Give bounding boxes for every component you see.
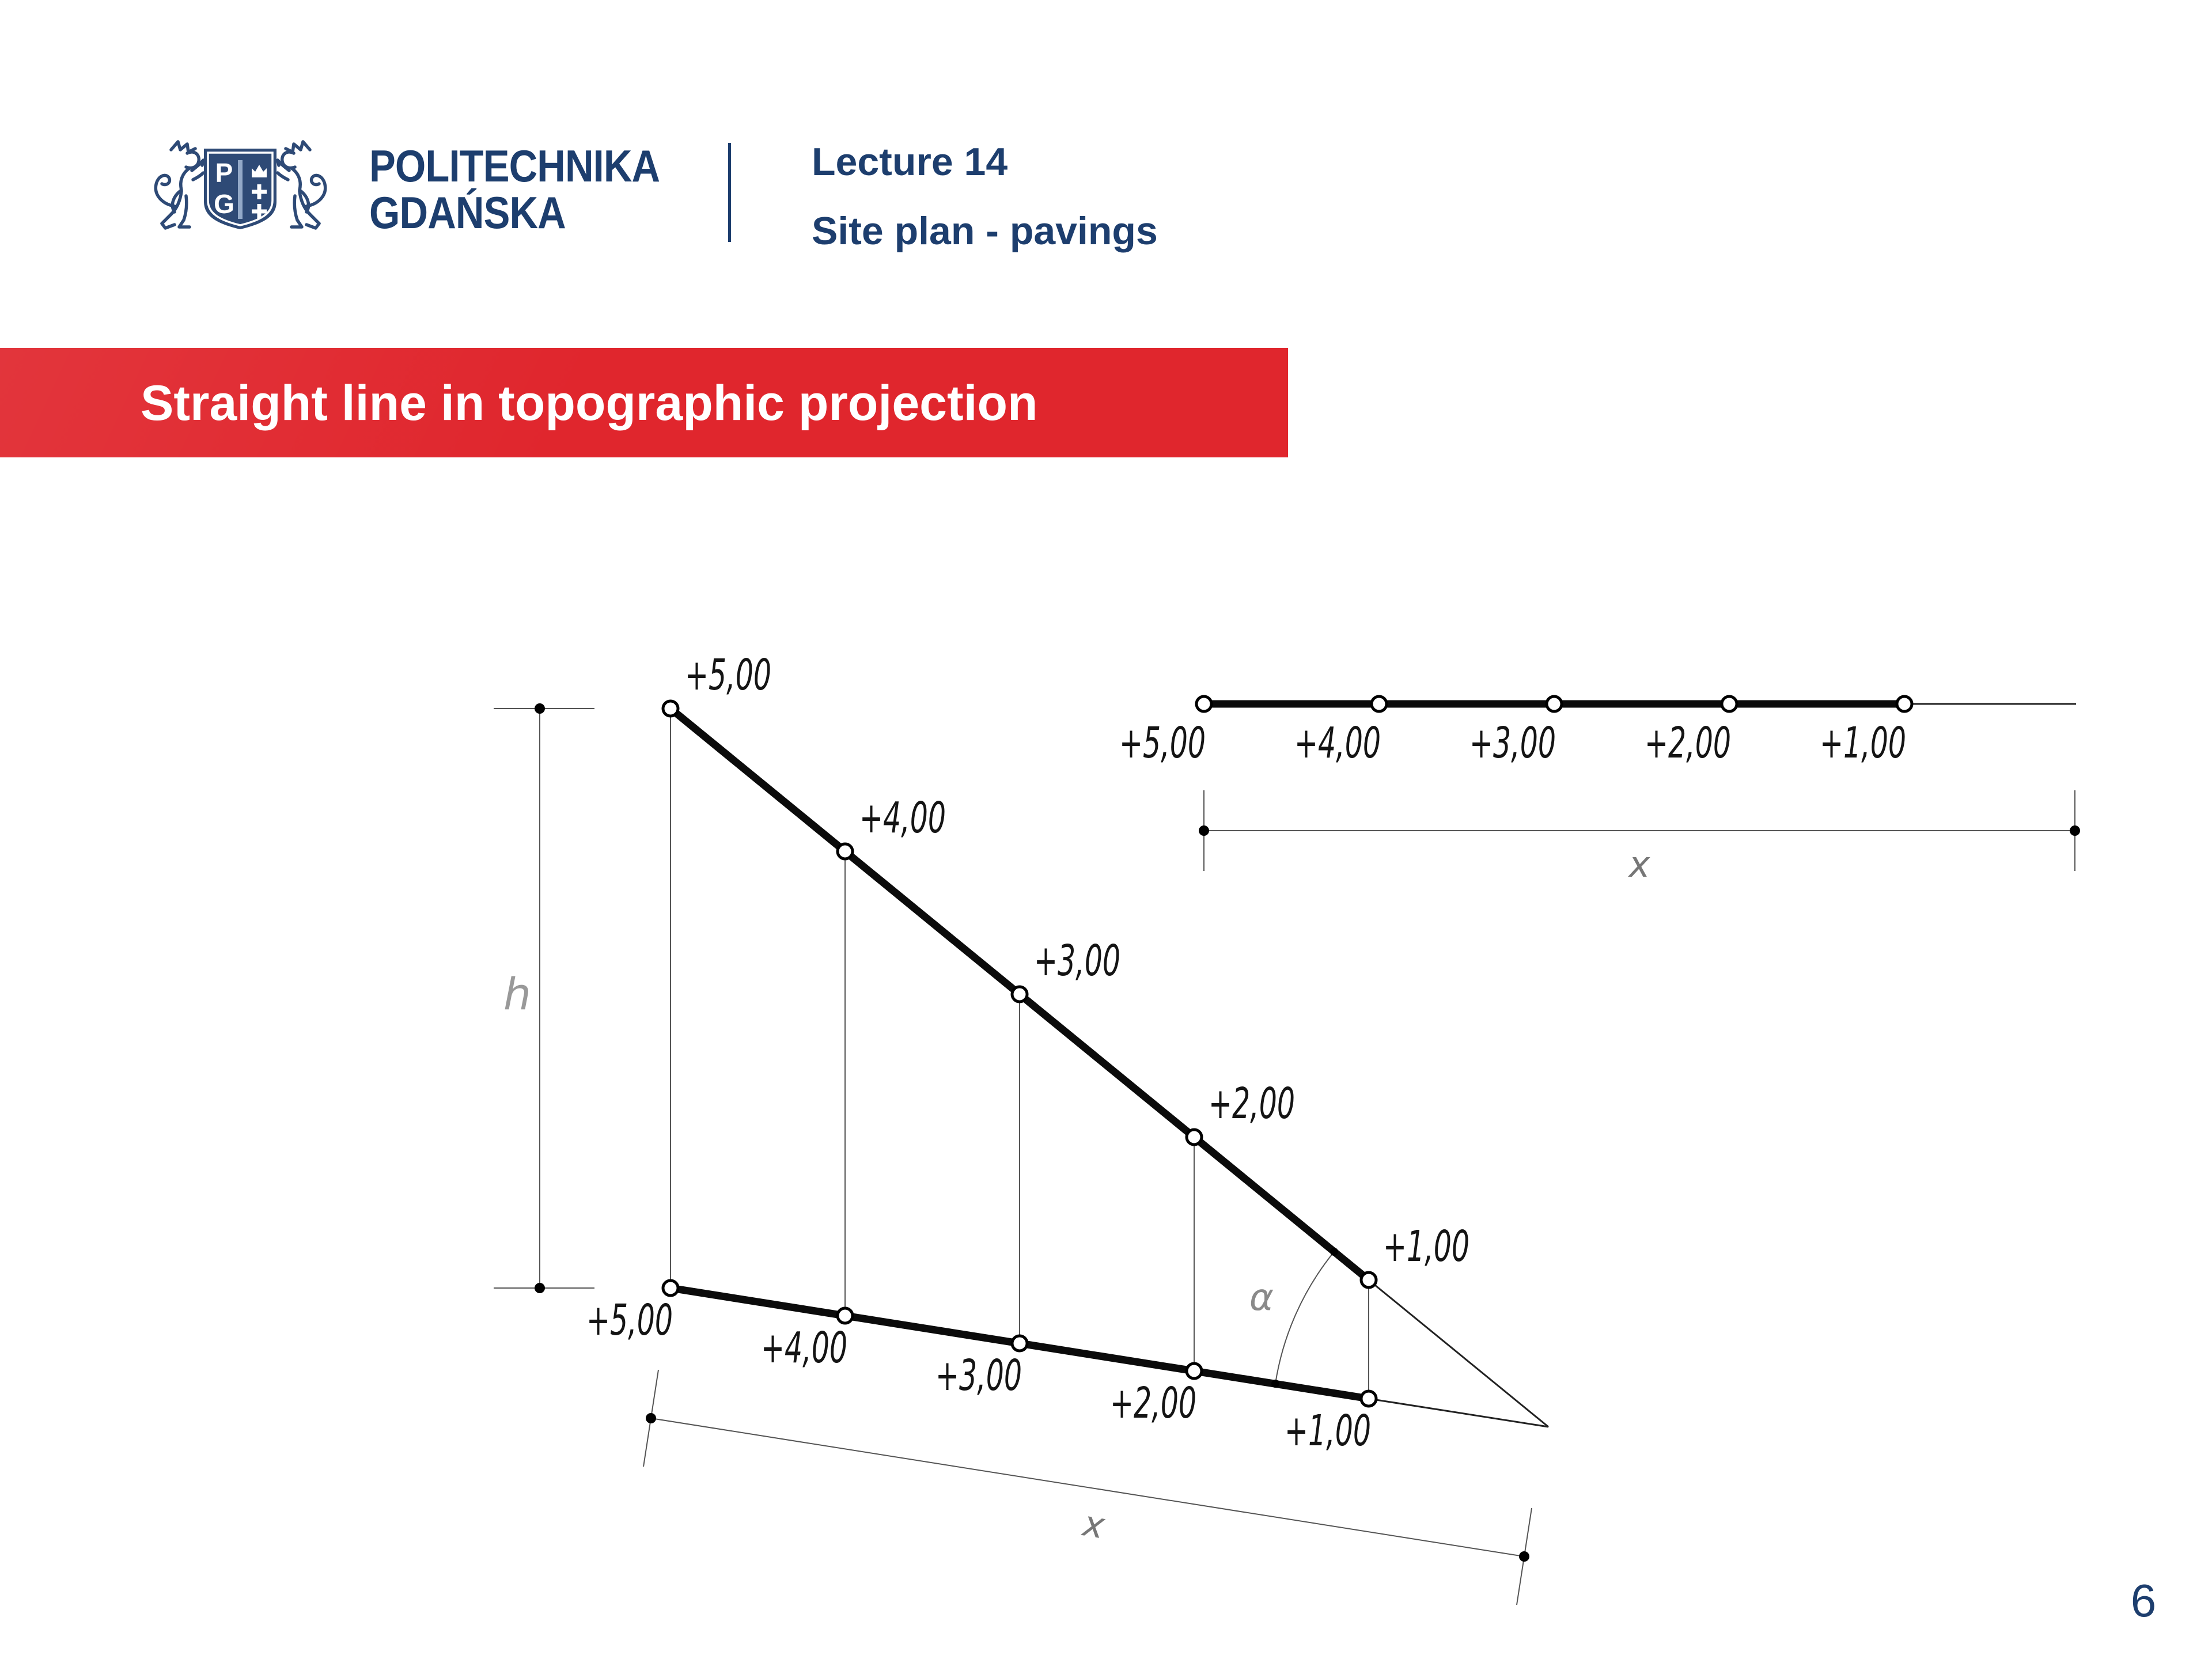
profile-points [661,699,1378,1289]
scale-point [1545,695,1563,713]
plan-point [661,1279,680,1297]
scale-point [1195,695,1213,713]
lecture-number: Lecture 14 [812,140,1008,184]
elevation-label: +1,00 [1820,718,1906,768]
plan-point [1010,1334,1029,1353]
angle-label: α [1249,1277,1274,1319]
slide-title: Straight line in topographic projection [141,376,1038,431]
shield-letter-g: G [214,189,234,219]
scale-point [1895,695,1914,713]
shield-letter-p: P [215,158,233,188]
height-dimension: h [494,703,594,1293]
plan-dim-line [650,1418,1525,1557]
scale-point [1720,695,1738,713]
plan-elevation-labels: +5,00 +4,00 +3,00 +2,00 +1,00 [586,1296,1371,1456]
dim-dot [1519,1551,1529,1562]
dim-dot [646,1413,656,1423]
scale-length-label: x [1628,843,1651,885]
university-logo: P G [154,140,344,230]
elevation-label: +2,00 [1645,718,1731,768]
projection-verticals [670,709,1369,1399]
elevation-label: +5,00 [1119,718,1206,768]
lecture-header: Lecture 14 Site plan - pavings [812,142,1158,251]
logo-shield: P G [204,149,276,229]
title-banner: Straight line in topographic projection [0,348,1288,457]
shield-divider-bar [238,160,243,219]
elevation-label: +4,00 [1294,718,1381,768]
elevation-label: +3,00 [935,1351,1022,1400]
elevation-label: +4,00 [761,1323,847,1373]
university-name-line1: POLITECHNIKA [369,141,660,191]
profile-point [836,842,854,861]
university-name: POLITECHNIKA GDAŃSKA [369,143,660,236]
angle-arc [1275,1251,1335,1384]
slope-angle: α [1249,1248,1338,1388]
profile-point [661,699,680,718]
plan-point [1185,1362,1203,1380]
dim-dot [1199,825,1209,836]
elevation-label: +5,00 [685,650,771,700]
profile-point [1010,985,1029,1003]
university-name-line2: GDAŃSKA [369,187,566,238]
header-divider [728,143,731,242]
arc-end-dot [1271,1380,1279,1388]
scale-point [1370,695,1388,713]
dim-dot [2070,825,2080,836]
elevation-label: +5,00 [586,1296,673,1345]
dim-dot [535,1283,545,1293]
elevation-label: +3,00 [1034,936,1120,986]
profile-line-extension [1368,1279,1549,1428]
arc-end-dot [1330,1248,1338,1256]
profile-point [1185,1128,1203,1146]
cross-icon [252,184,267,199]
elevation-label: +3,00 [1469,718,1556,768]
elevation-label: +1,00 [1383,1222,1469,1271]
crown-icon [252,165,267,177]
plan-length-label: x [1079,1502,1108,1547]
elevation-label: +2,00 [1209,1079,1295,1128]
lecture-topic: Site plan - pavings [812,209,1158,253]
cross-icon [252,204,267,219]
profile-elevation-labels: +5,00 +4,00 +3,00 +2,00 +1,00 [685,650,1469,1271]
plan-point [1359,1389,1378,1408]
plan-line-extension [1368,1397,1549,1428]
page-number: 6 [2130,1575,2157,1626]
plan-points [661,1279,1378,1408]
profile-point [1359,1271,1378,1289]
plan-length-dimension: x [643,1369,1532,1605]
height-dim-label: h [503,968,531,1020]
dim-dot [535,703,545,714]
elevation-label: +1,00 [1285,1406,1371,1456]
lion-left-icon [154,140,205,230]
graded-line-scale: +5,00 +4,00 +3,00 +2,00 +1,00 x [1119,695,2080,885]
elevation-label: +4,00 [859,793,946,843]
plan-point [836,1306,854,1325]
elevation-label: +2,00 [1110,1378,1196,1428]
